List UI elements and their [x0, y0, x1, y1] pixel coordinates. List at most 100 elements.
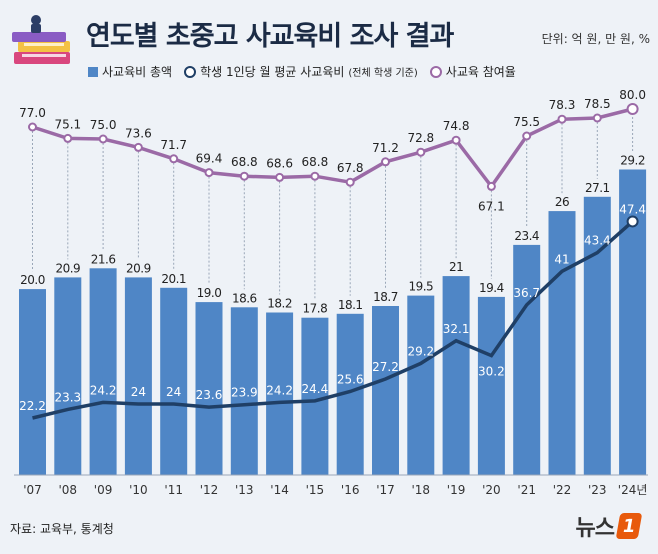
logo-badge: 1 [615, 513, 643, 539]
spending-line [32, 220, 634, 420]
spending-value-label: 23.6 [196, 388, 223, 402]
participation-point [28, 122, 37, 132]
x-tick-label: '07 [23, 483, 42, 497]
bar [54, 277, 82, 475]
bar [442, 276, 470, 475]
spending-value-label: 23.3 [54, 390, 81, 404]
source-note: 자료: 교육부, 통계청 [10, 522, 114, 536]
legend-line1-label: 학생 1인당 월 평균 사교육비 [200, 65, 345, 79]
participation-value-label: 75.1 [54, 117, 81, 131]
participation-point [451, 135, 461, 145]
spending-point [626, 215, 639, 228]
bar-value-label: 18.1 [338, 298, 363, 312]
bar-value-label: 19.0 [197, 286, 222, 300]
participation-point [592, 113, 602, 123]
bar-value-label: 20.1 [161, 272, 186, 286]
x-tick-label: '23 [588, 483, 607, 497]
participation-value-label: 69.4 [196, 152, 223, 166]
spending-value-label: 30.2 [478, 365, 505, 379]
bar [89, 268, 117, 475]
bar [301, 317, 329, 475]
x-tick-label: '12 [200, 483, 219, 497]
spending-value-label: 25.6 [337, 372, 364, 386]
bar-value-label: 21.6 [91, 252, 116, 266]
legend-line1-note: (전체 학생 기준) [348, 68, 418, 79]
bar [477, 296, 505, 475]
participation-value-label: 80.0 [619, 88, 646, 102]
bar-value-label: 29.2 [620, 154, 645, 168]
books-icon [10, 8, 76, 74]
participation-point [239, 171, 249, 181]
bar-value-label: 20.9 [126, 261, 151, 275]
bar [513, 244, 541, 475]
legend-bar-swatch [88, 66, 98, 77]
spending-value-label: 23.9 [231, 386, 258, 400]
bar-value-label: 26 [555, 195, 569, 209]
participation-value-label: 71.7 [160, 138, 187, 152]
spending-value-label: 27.2 [372, 360, 399, 374]
participation-value-label: 67.8 [337, 161, 364, 175]
legend-line2-label: 사교육 참여율 [445, 65, 516, 79]
participation-point [381, 157, 390, 167]
spending-value-label: 24 [166, 385, 181, 399]
spending-value-label: 47.4 [619, 202, 646, 216]
x-tick-label: '09 [94, 483, 113, 497]
participation-value-label: 78.5 [584, 97, 611, 111]
participation-point [310, 171, 320, 181]
x-tick-label: '19 [447, 483, 466, 497]
bar-value-label: 17.8 [303, 302, 328, 316]
bar-value-label: 20.0 [20, 273, 45, 287]
legend: 사교육비 총액 학생 1인당 월 평균 사교육비 (전체 학생 기준) 사교육 … [88, 63, 516, 80]
bar-value-label: 23.4 [514, 229, 539, 243]
bar [195, 302, 223, 475]
x-tick-label: '10 [129, 483, 148, 497]
participation-value-label: 68.8 [231, 155, 258, 169]
bar [124, 277, 152, 475]
participation-value-label: 72.8 [407, 131, 434, 145]
logo-text: 뉴스 [575, 516, 615, 541]
participation-point [557, 114, 567, 124]
bar [266, 312, 294, 475]
participation-point [98, 134, 108, 144]
x-tick-label: '24년 [618, 483, 648, 497]
legend-item-bar: 사교육비 총액 [88, 63, 172, 80]
spending-value-label: 32.1 [443, 322, 470, 336]
spending-value-label: 24.2 [90, 383, 117, 397]
bar-value-label: 19.5 [408, 280, 433, 294]
news1-logo: 뉴스 1 [575, 510, 643, 542]
x-tick-label: '21 [517, 483, 536, 497]
legend-line1-swatch [184, 65, 197, 78]
participation-point [522, 131, 532, 141]
bar [19, 289, 46, 475]
bar-value-label: 18.6 [232, 291, 257, 305]
legend-item-line1: 학생 1인당 월 평균 사교육비 (전체 학생 기준) [184, 63, 418, 80]
x-tick-label: '22 [553, 483, 572, 497]
participation-value-label: 71.2 [372, 141, 399, 155]
bar [160, 287, 188, 475]
spending-value-label: 24 [131, 385, 146, 399]
participation-point [416, 147, 426, 157]
participation-point [345, 177, 355, 187]
participation-value-label: 74.8 [443, 119, 470, 133]
x-tick-label: '14 [270, 483, 289, 497]
x-tick-label: '13 [235, 483, 254, 497]
participation-value-label: 68.8 [302, 155, 329, 169]
bar [230, 307, 258, 475]
participation-line [31, 107, 634, 190]
x-tick-label: '15 [306, 483, 325, 497]
spending-value-label: 22.2 [19, 399, 46, 413]
x-tick-label: '16 [341, 483, 360, 497]
participation-value-label: 68.6 [266, 156, 293, 170]
bar [372, 306, 399, 475]
unit-label: 단위: 억 원, 만 원, % [541, 32, 650, 46]
bar-value-label: 19.4 [479, 281, 504, 295]
spending-value-label: 29.2 [407, 344, 434, 358]
x-tick-label: '18 [412, 483, 431, 497]
participation-point [63, 133, 73, 143]
x-tick-label: '17 [376, 483, 395, 497]
participation-value-label: 75.0 [90, 118, 117, 132]
participation-point [204, 168, 214, 178]
participation-value-label: 77.0 [19, 106, 46, 120]
participation-value-label: 78.3 [549, 98, 576, 112]
